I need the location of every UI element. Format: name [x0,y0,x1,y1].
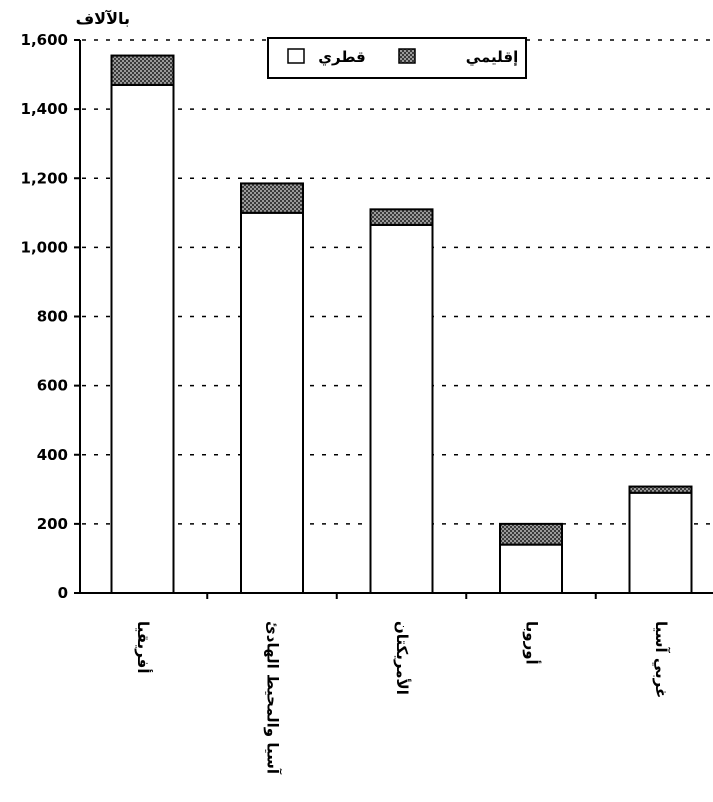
bars [110,54,693,595]
bar-segment-regional [369,208,434,226]
y-tick-label: 600 [37,377,68,395]
legend-label-regional: إقليمي [466,48,518,66]
x-category-label: غربي آسيا [652,621,670,698]
bar-segment-national [628,491,693,594]
bar-segment-national [240,211,304,594]
x-category-label: أوروبا [523,621,542,665]
x-category-label: آسيا والمحيط الهادئ [264,621,282,775]
legend: إقليمي قطري [267,37,527,79]
legend-box [267,37,527,79]
bar-segment-regional [499,522,563,546]
bar-segment-national [369,223,434,595]
unit-label: بالآلاف [76,9,130,28]
y-tick-label: 800 [37,308,68,326]
bar-segment-national [110,83,175,595]
y-tick-label: 1,600 [21,31,68,49]
x-category-label: أفريقيا [134,621,153,673]
y-tick-label: 1,400 [21,100,68,118]
bar-segment-regional [240,182,304,214]
legend-label-national: قطري [318,48,366,67]
y-tick-label: 1,000 [21,238,68,256]
bar-segment-national [499,543,563,594]
y-tick-label: 400 [37,446,68,464]
bar-segment-regional [110,54,175,86]
bar-segment-regional [628,485,693,494]
x-category-label: الأمريكتان [393,621,411,695]
legend-swatch-regional [398,48,416,64]
y-axis: 0 200 400 600 800 1,000 1,200 1,400 1,600 [21,31,81,602]
y-tick-label: 200 [37,515,68,533]
legend-swatch-national [287,48,305,64]
y-tick-label: 0 [58,584,68,602]
y-tick-label: 1,200 [21,169,68,187]
x-axis: أفريقيا آسيا والمحيط الهادئ الأمريكتان أورو… [80,592,713,775]
